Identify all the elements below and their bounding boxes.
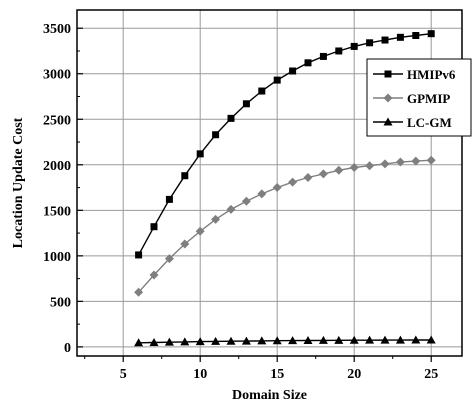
data-point	[242, 100, 250, 108]
legend-label: LC-GM	[407, 115, 452, 130]
legend-item: LC-GM	[373, 115, 452, 130]
x-tick-label: 10	[193, 367, 207, 382]
data-point	[412, 31, 420, 39]
data-point	[164, 254, 174, 264]
y-tick-label: 3000	[43, 68, 71, 83]
y-tick-label: 3500	[43, 22, 71, 37]
data-point	[134, 287, 144, 297]
data-point	[366, 39, 374, 47]
x-tick-label: 15	[270, 367, 284, 382]
data-point	[303, 336, 313, 345]
data-point	[334, 335, 344, 344]
data-point	[227, 114, 235, 122]
legend-item: HMIPv6	[373, 67, 456, 82]
data-point	[289, 67, 297, 75]
y-tick-label: 2500	[43, 113, 71, 128]
data-point	[303, 173, 313, 183]
data-point	[272, 183, 282, 193]
data-point	[180, 239, 190, 249]
y-tick-label: 1500	[43, 204, 71, 219]
legend-item: GPMIP	[373, 91, 450, 106]
legend: HMIPv6 GPMIP LC-GM	[366, 58, 472, 137]
legend-marker	[383, 117, 393, 126]
legend-label: GPMIP	[407, 91, 450, 106]
data-point	[288, 177, 298, 187]
data-point	[335, 47, 343, 55]
data-point	[349, 163, 359, 173]
data-point	[350, 42, 358, 50]
x-tick-label: 25	[424, 367, 438, 382]
data-point	[334, 165, 344, 175]
data-point	[195, 226, 205, 236]
data-point	[272, 336, 282, 345]
data-point	[211, 336, 221, 345]
y-tick-label: 500	[50, 295, 71, 310]
plot-frame	[76, 9, 463, 357]
data-point	[226, 204, 236, 214]
series-gpmip	[134, 155, 436, 297]
x-axis-title: Domain Size	[232, 388, 307, 403]
x-tick-label: 20	[347, 367, 361, 382]
series-layer	[134, 30, 436, 347]
data-point	[411, 156, 421, 166]
data-point	[395, 157, 405, 167]
data-point	[381, 36, 389, 44]
data-point	[212, 131, 220, 139]
axis-ticks: 0 500 1000 1500 2000 2500 3000 3500 5 10 15 20 25	[43, 22, 438, 382]
data-point	[134, 338, 144, 347]
data-point	[395, 335, 405, 344]
legend-marker	[383, 93, 393, 103]
data-point	[226, 336, 236, 345]
data-point	[273, 76, 281, 84]
data-point	[318, 335, 328, 344]
data-point	[181, 172, 189, 180]
data-point	[396, 33, 404, 41]
data-point	[258, 87, 266, 95]
x-tick-label: 5	[120, 367, 127, 382]
data-point	[380, 159, 390, 169]
data-point	[150, 223, 158, 231]
data-point	[380, 335, 390, 344]
series-lc-gm	[134, 335, 436, 347]
data-point	[211, 214, 221, 224]
y-axis-title: Location Update Cost	[11, 117, 26, 248]
data-point	[149, 338, 159, 347]
data-point	[411, 335, 421, 344]
data-point	[195, 337, 205, 346]
data-point	[164, 337, 174, 346]
data-point	[257, 189, 267, 199]
data-point	[165, 195, 173, 203]
data-point	[135, 251, 143, 259]
data-point	[149, 270, 159, 280]
data-point	[180, 337, 190, 346]
series-hmipv6	[135, 30, 435, 259]
data-point	[241, 336, 251, 345]
data-point	[365, 161, 375, 171]
data-point	[427, 30, 435, 38]
data-point	[318, 169, 328, 179]
data-point	[426, 335, 436, 344]
data-point	[241, 196, 251, 206]
series-line	[138, 339, 432, 344]
data-point	[426, 155, 436, 165]
legend-label: HMIPv6	[407, 67, 456, 82]
y-tick-label: 0	[64, 341, 71, 356]
y-tick-label: 1000	[43, 250, 71, 265]
data-point	[257, 336, 267, 345]
data-point	[349, 335, 359, 344]
data-point	[196, 150, 204, 158]
data-point	[319, 52, 327, 60]
data-point	[304, 59, 312, 67]
data-point	[365, 335, 375, 344]
data-point	[288, 336, 298, 345]
legend-marker	[384, 70, 392, 78]
y-tick-label: 2000	[43, 159, 71, 174]
